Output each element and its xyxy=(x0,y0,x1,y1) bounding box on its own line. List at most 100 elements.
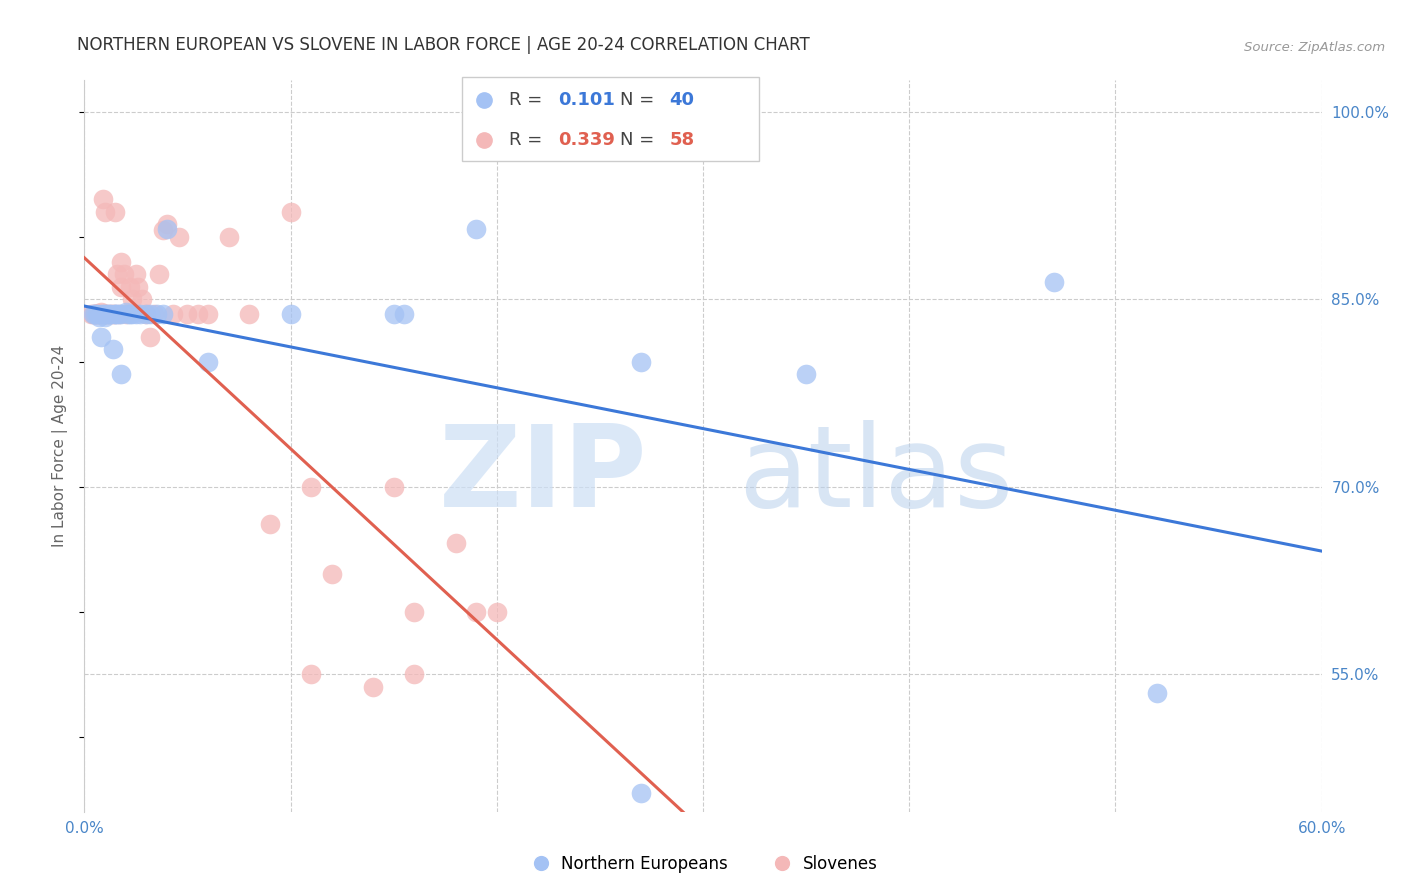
Point xyxy=(139,307,162,321)
Point xyxy=(152,307,174,321)
Text: 58: 58 xyxy=(669,131,695,149)
Point xyxy=(465,605,488,619)
Point xyxy=(444,536,467,550)
Point xyxy=(86,307,108,321)
Point xyxy=(94,204,117,219)
Point xyxy=(485,605,508,619)
Point xyxy=(118,307,141,321)
Point xyxy=(98,307,121,321)
Point xyxy=(90,307,112,321)
Point xyxy=(83,307,105,321)
Point xyxy=(148,267,170,281)
FancyBboxPatch shape xyxy=(461,77,759,161)
Text: 0.339: 0.339 xyxy=(558,131,614,149)
Point xyxy=(299,480,322,494)
Point xyxy=(187,307,209,321)
Point xyxy=(156,217,179,231)
Point xyxy=(114,304,136,318)
Point xyxy=(96,307,118,321)
Point xyxy=(104,204,127,219)
Point xyxy=(465,222,488,236)
Point xyxy=(630,354,652,368)
Legend: Northern Europeans, Slovenes: Northern Europeans, Slovenes xyxy=(522,848,884,880)
Point xyxy=(105,267,128,281)
Point xyxy=(87,307,110,321)
Point xyxy=(118,279,141,293)
Point xyxy=(90,329,112,343)
Point xyxy=(110,367,132,381)
Point xyxy=(280,204,302,219)
Point xyxy=(156,222,179,236)
Point xyxy=(110,307,132,321)
Point xyxy=(104,307,127,321)
Point xyxy=(86,307,108,321)
Y-axis label: In Labor Force | Age 20-24: In Labor Force | Age 20-24 xyxy=(52,345,69,547)
Point xyxy=(108,307,131,321)
Point xyxy=(1042,275,1064,289)
Point xyxy=(94,307,117,321)
Point xyxy=(108,307,131,321)
Point xyxy=(125,307,148,321)
Point xyxy=(83,307,105,321)
Text: NORTHERN EUROPEAN VS SLOVENE IN LABOR FORCE | AGE 20-24 CORRELATION CHART: NORTHERN EUROPEAN VS SLOVENE IN LABOR FO… xyxy=(77,36,810,54)
Point xyxy=(86,307,108,321)
Point xyxy=(127,279,149,293)
Point xyxy=(135,307,157,321)
Point xyxy=(103,307,125,321)
Point xyxy=(87,307,110,321)
Text: Source: ZipAtlas.com: Source: ZipAtlas.com xyxy=(1244,40,1385,54)
Text: R =: R = xyxy=(509,91,548,109)
Text: atlas: atlas xyxy=(738,420,1014,531)
Text: N =: N = xyxy=(620,91,659,109)
Point xyxy=(100,307,122,321)
Point xyxy=(630,786,652,800)
Point xyxy=(96,307,118,321)
Point xyxy=(280,307,302,321)
Point xyxy=(152,223,174,237)
Point xyxy=(112,267,135,281)
Point xyxy=(218,229,240,244)
Point xyxy=(139,329,162,343)
Point xyxy=(321,567,343,582)
Point xyxy=(404,667,426,681)
Text: N =: N = xyxy=(620,131,659,149)
Point xyxy=(98,307,121,321)
Point xyxy=(82,307,104,321)
Point xyxy=(117,307,139,321)
Point xyxy=(110,279,132,293)
Point xyxy=(197,307,219,321)
Point xyxy=(404,605,426,619)
Point xyxy=(79,307,101,321)
Point xyxy=(121,307,143,321)
Text: 0.101: 0.101 xyxy=(558,91,614,109)
Point xyxy=(176,307,198,321)
Point xyxy=(104,307,127,321)
Point xyxy=(299,667,322,681)
Point xyxy=(87,310,110,324)
Point xyxy=(135,307,157,321)
Point xyxy=(794,367,817,381)
Point xyxy=(238,307,260,321)
Point xyxy=(91,192,114,206)
Point xyxy=(162,307,184,321)
Point xyxy=(83,307,105,321)
Point xyxy=(90,304,112,318)
Point xyxy=(145,307,167,321)
Text: R =: R = xyxy=(509,131,548,149)
Point xyxy=(90,307,112,321)
Point xyxy=(167,229,190,244)
Text: 40: 40 xyxy=(669,91,695,109)
Point xyxy=(382,480,405,494)
Point xyxy=(104,307,127,321)
Point xyxy=(100,307,122,321)
Point xyxy=(197,354,219,368)
Point xyxy=(82,307,104,321)
Point xyxy=(94,307,117,321)
Point xyxy=(83,307,105,321)
Point xyxy=(121,292,143,306)
Point xyxy=(125,267,148,281)
Point xyxy=(361,680,384,694)
Point xyxy=(143,307,166,321)
Point xyxy=(110,254,132,268)
Point xyxy=(382,307,405,321)
